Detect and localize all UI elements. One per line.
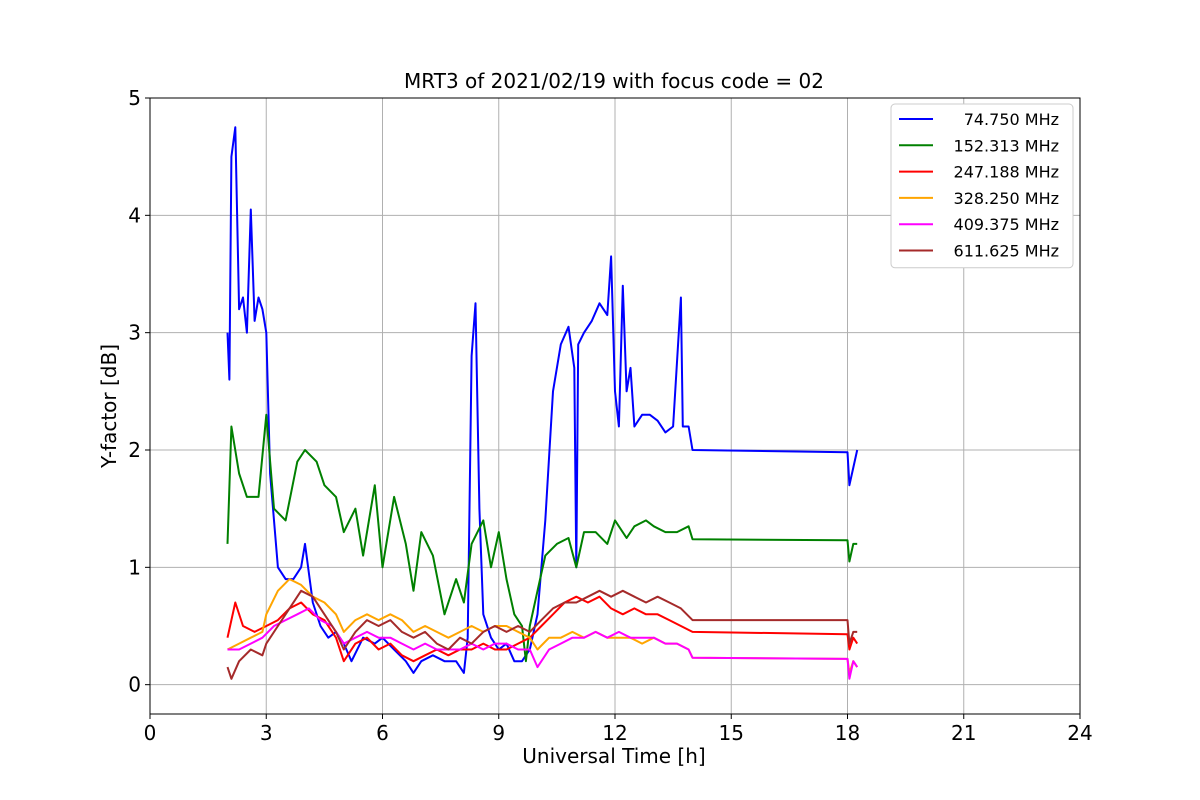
y-axis-label: Y-factor [dB] — [97, 344, 121, 469]
series-line-5 — [226, 589, 858, 680]
x-tick-label: 3 — [260, 721, 273, 745]
x-tick-label: 15 — [719, 721, 744, 745]
x-ticks: 0 3 6 9 12 15 18 21 24 — [144, 714, 1093, 745]
legend-label: 409.375 MHz — [954, 215, 1059, 234]
y-tick-label: 4 — [128, 203, 141, 227]
x-tick-label: 18 — [835, 721, 860, 745]
series-line-4 — [227, 607, 859, 680]
series-line-0 — [226, 126, 859, 674]
y-ticks: 0 1 2 3 4 5 — [128, 86, 150, 697]
legend-label: 74.750 MHz — [964, 110, 1059, 129]
x-tick-label: 9 — [492, 721, 505, 745]
y-tick-label: 1 — [128, 555, 141, 579]
legend-box — [890, 103, 1074, 269]
legend-label: 152.313 MHz — [954, 136, 1059, 155]
chart-title: MRT3 of 2021/02/19 with focus code = 02 — [404, 69, 824, 93]
x-tick-label: 0 — [144, 721, 157, 745]
x-axis-label: Universal Time [h] — [522, 744, 705, 768]
series-lines — [226, 126, 859, 680]
legend-label: 611.625 MHz — [954, 242, 1059, 261]
legend: 74.750 MHz 152.313 MHz 247.188 MHz 328.250 … — [890, 103, 1074, 269]
y-tick-label: 2 — [128, 438, 141, 462]
y-tick-label: 3 — [128, 321, 141, 345]
x-tick-label: 12 — [602, 721, 627, 745]
y-tick-label: 0 — [128, 673, 141, 697]
y-tick-label: 5 — [128, 86, 141, 110]
legend-label: 328.250 MHz — [954, 189, 1059, 208]
legend-label: 247.188 MHz — [954, 163, 1059, 182]
series-line-1 — [226, 413, 858, 663]
x-tick-label: 21 — [951, 721, 976, 745]
x-tick-label: 6 — [376, 721, 389, 745]
x-tick-label: 24 — [1067, 721, 1092, 745]
